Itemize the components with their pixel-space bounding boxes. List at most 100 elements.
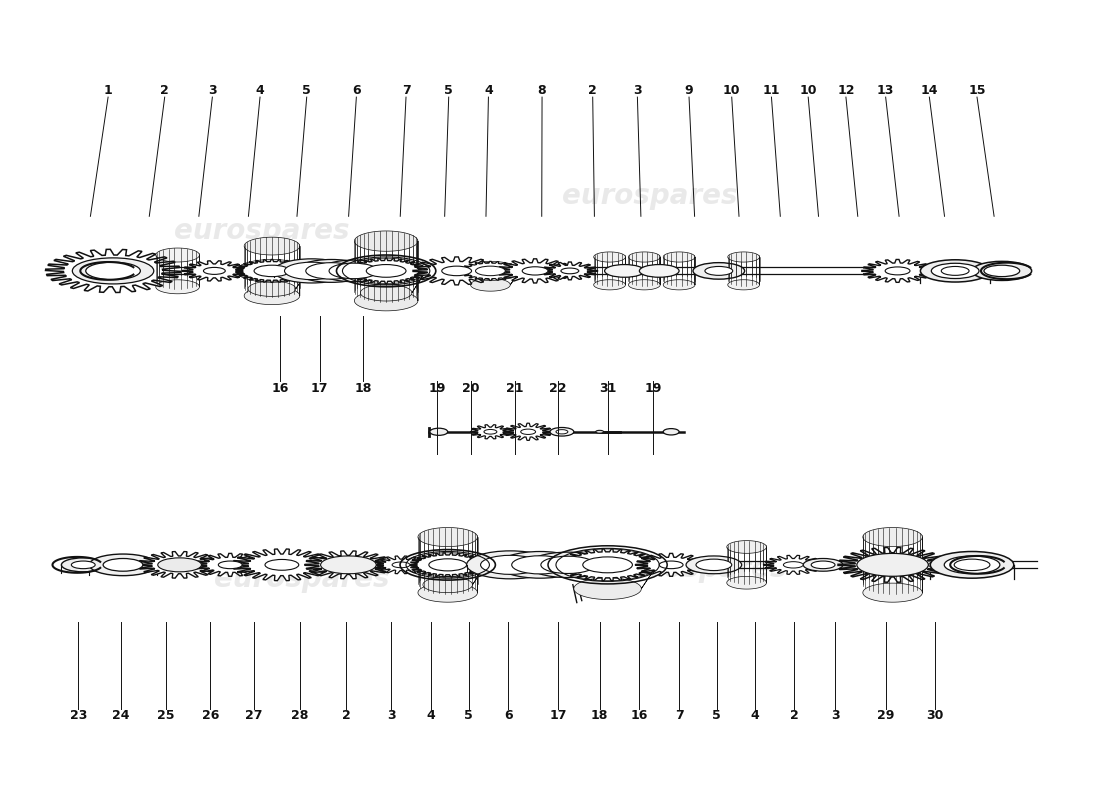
Ellipse shape [481, 555, 540, 574]
Text: 9: 9 [684, 84, 693, 97]
Text: 21: 21 [506, 382, 524, 394]
Polygon shape [183, 261, 246, 281]
Text: 5: 5 [302, 84, 311, 97]
Text: 16: 16 [272, 382, 288, 394]
Ellipse shape [561, 268, 579, 274]
Polygon shape [410, 553, 485, 593]
Polygon shape [497, 259, 573, 283]
Text: 8: 8 [538, 84, 547, 97]
Polygon shape [504, 423, 552, 440]
Ellipse shape [466, 551, 554, 579]
Polygon shape [138, 551, 221, 578]
Text: 6: 6 [352, 84, 361, 97]
Text: 14: 14 [921, 84, 938, 97]
Text: 2: 2 [588, 84, 597, 97]
Ellipse shape [942, 266, 969, 275]
Ellipse shape [320, 260, 387, 282]
Ellipse shape [520, 429, 536, 434]
Text: 17: 17 [549, 710, 566, 722]
Polygon shape [862, 527, 923, 602]
Text: 19: 19 [428, 382, 446, 394]
Ellipse shape [605, 265, 645, 278]
Text: 16: 16 [630, 710, 648, 722]
Ellipse shape [954, 559, 990, 570]
Text: 25: 25 [157, 710, 175, 722]
Text: 4: 4 [484, 84, 493, 97]
Ellipse shape [392, 562, 410, 568]
Polygon shape [410, 553, 485, 577]
Ellipse shape [528, 552, 607, 578]
Text: 10: 10 [800, 84, 817, 97]
Text: 22: 22 [549, 382, 566, 394]
Text: 27: 27 [245, 710, 263, 722]
Ellipse shape [204, 267, 226, 274]
Polygon shape [471, 425, 510, 439]
Ellipse shape [89, 554, 157, 576]
Ellipse shape [783, 562, 803, 568]
Ellipse shape [62, 558, 106, 572]
Ellipse shape [659, 561, 683, 569]
Ellipse shape [475, 266, 505, 276]
Ellipse shape [811, 561, 835, 569]
Ellipse shape [306, 262, 358, 279]
Text: 13: 13 [877, 84, 894, 97]
Polygon shape [861, 259, 933, 282]
Text: 18: 18 [354, 382, 372, 394]
Polygon shape [354, 231, 418, 311]
Polygon shape [195, 554, 266, 576]
Ellipse shape [583, 557, 632, 573]
Polygon shape [373, 556, 429, 574]
Ellipse shape [429, 559, 466, 571]
Text: 29: 29 [877, 710, 894, 722]
Ellipse shape [639, 265, 679, 278]
Polygon shape [594, 252, 626, 290]
Text: 6: 6 [504, 710, 513, 722]
Ellipse shape [663, 429, 679, 435]
Polygon shape [305, 551, 392, 578]
Ellipse shape [931, 551, 1014, 578]
Ellipse shape [596, 430, 604, 434]
Ellipse shape [103, 558, 143, 571]
Ellipse shape [873, 559, 912, 571]
Ellipse shape [274, 259, 350, 283]
Text: 30: 30 [926, 710, 944, 722]
Polygon shape [542, 262, 597, 280]
Ellipse shape [944, 556, 1000, 574]
Text: 5: 5 [713, 710, 722, 722]
Polygon shape [636, 554, 707, 576]
Polygon shape [558, 549, 657, 581]
Ellipse shape [803, 558, 843, 571]
Text: 19: 19 [645, 382, 662, 394]
Ellipse shape [857, 554, 928, 576]
Polygon shape [45, 250, 180, 293]
Text: 20: 20 [462, 382, 480, 394]
Polygon shape [346, 258, 426, 301]
Ellipse shape [442, 266, 472, 276]
Text: eurospares: eurospares [612, 555, 786, 583]
Text: 7: 7 [402, 84, 410, 97]
Text: 1: 1 [103, 84, 112, 97]
Text: 2: 2 [161, 84, 169, 97]
Ellipse shape [265, 559, 299, 570]
Ellipse shape [366, 265, 406, 278]
Text: 15: 15 [968, 84, 986, 97]
Text: eurospares: eurospares [562, 182, 737, 210]
Polygon shape [728, 252, 759, 290]
Text: 17: 17 [311, 382, 329, 394]
Polygon shape [558, 549, 658, 599]
Text: 4: 4 [255, 84, 264, 97]
Ellipse shape [522, 266, 548, 275]
Polygon shape [763, 555, 823, 574]
Polygon shape [346, 258, 426, 284]
Text: 18: 18 [591, 710, 608, 722]
Ellipse shape [921, 260, 990, 282]
Text: 7: 7 [674, 710, 683, 722]
Text: 4: 4 [427, 710, 436, 722]
Ellipse shape [693, 262, 745, 279]
Text: 12: 12 [837, 84, 855, 97]
Polygon shape [461, 262, 520, 291]
Text: eurospares: eurospares [214, 565, 389, 593]
Ellipse shape [705, 266, 733, 275]
Ellipse shape [285, 262, 339, 279]
Polygon shape [663, 252, 695, 290]
